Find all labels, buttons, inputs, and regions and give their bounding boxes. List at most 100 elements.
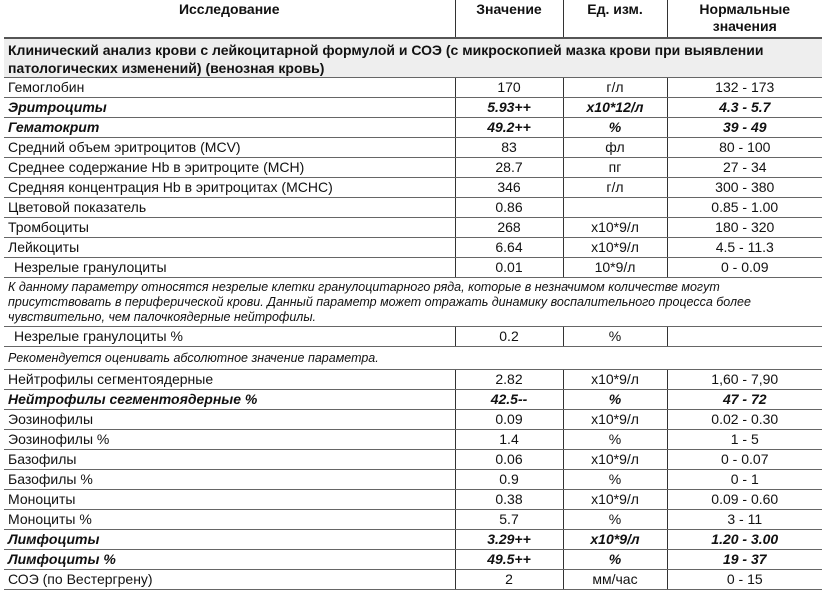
- unit: 10*9/л: [562, 257, 667, 278]
- reference-range: 0 - 0.07: [666, 449, 822, 470]
- test-name: Базофилы %: [4, 469, 455, 490]
- note-row: Рекомендуется оценивать абсолютное значе…: [4, 346, 822, 370]
- table-row: Базофилы 0.06 x10*9/л 0 - 0.07: [4, 449, 822, 470]
- unit: пг: [562, 157, 667, 178]
- header-value: Значение: [454, 0, 563, 39]
- test-name: СОЭ (по Вестергрену): [4, 569, 455, 590]
- unit: x10*9/л: [562, 529, 667, 550]
- test-name: Средняя концентрация Hb в эритроцитах (M…: [4, 177, 455, 198]
- unit: г/л: [562, 77, 667, 98]
- result-value: 6.64: [454, 237, 563, 258]
- reference-range: 300 - 380: [666, 177, 822, 198]
- test-name: Гематокрит: [4, 117, 455, 138]
- reference-range: 132 - 173: [666, 77, 822, 98]
- unit: мм/час: [562, 569, 667, 590]
- result-value: 268: [454, 217, 563, 238]
- reference-range: 0 - 1: [666, 469, 822, 490]
- result-value: 5.7: [454, 509, 563, 530]
- unit: x10*9/л: [562, 369, 667, 390]
- table-row: Гемоглобин 170 г/л 132 - 173: [4, 77, 822, 98]
- unit: %: [562, 117, 667, 138]
- unit: %: [562, 389, 667, 410]
- result-value: 5.93++: [454, 97, 563, 118]
- unit: %: [562, 469, 667, 490]
- result-value: 0.06: [454, 449, 563, 470]
- table-row: Эозинофилы % 1.4% 1 - 5: [4, 429, 822, 450]
- reference-range: 0.09 - 0.60: [666, 489, 822, 510]
- reference-range: [666, 326, 822, 347]
- table-row: Моноциты % 5.7% 3 - 11: [4, 509, 822, 530]
- unit: x10*9/л: [562, 217, 667, 238]
- reference-range: 0 - 0.09: [666, 257, 822, 278]
- unit: фл: [562, 137, 667, 158]
- test-name: Нейтрофилы сегментоядерные: [4, 369, 455, 390]
- note-row: К данному параметру относятся незрелые к…: [4, 277, 822, 327]
- table-row: Моноциты 0.38 x10*9/л 0.09 - 0.60: [4, 489, 822, 510]
- result-value: 42.5--: [454, 389, 563, 410]
- lab-results-table: Исследование Значение Ед. изм. Нормальны…: [4, 0, 822, 590]
- table-row: Цветовой показатель 0.86 0.85 - 1.00: [4, 197, 822, 218]
- unit: г/л: [562, 177, 667, 198]
- unit: x10*9/л: [562, 409, 667, 430]
- test-name: Тромбоциты: [4, 217, 455, 238]
- test-name: Незрелые гранулоциты: [4, 257, 455, 278]
- test-name: Базофилы: [4, 449, 455, 470]
- reference-range: 0.85 - 1.00: [666, 197, 822, 218]
- table-row: Незрелые гранулоциты 0.01 10*9/л 0 - 0.09: [4, 257, 822, 278]
- reference-range: 4.3 - 5.7: [666, 97, 822, 118]
- result-value: 83: [454, 137, 563, 158]
- result-value: 28.7: [454, 157, 563, 178]
- test-name: Гемоглобин: [4, 77, 455, 98]
- unit: %: [562, 509, 667, 530]
- table-row: Гематокрит 49.2++% 39 - 49: [4, 117, 822, 138]
- test-name: Моноциты: [4, 489, 455, 510]
- test-name: Эозинофилы: [4, 409, 455, 430]
- reference-range: 4.5 - 11.3: [666, 237, 822, 258]
- reference-range: 0.02 - 0.30: [666, 409, 822, 430]
- table-row: Тромбоциты 268 x10*9/л 180 - 320: [4, 217, 822, 238]
- result-value: 0.9: [454, 469, 563, 490]
- table-row: Средняя концентрация Hb в эритроцитах (M…: [4, 177, 822, 198]
- reference-range: 180 - 320: [666, 217, 822, 238]
- header-unit: Ед. изм.: [562, 0, 667, 39]
- section-title: Клинический анализ крови с лейкоцитарной…: [4, 38, 822, 78]
- result-value: 49.2++: [454, 117, 563, 138]
- table-header: Исследование Значение Ед. изм. Нормальны…: [4, 0, 822, 39]
- test-name: Нейтрофилы сегментоядерные %: [4, 389, 455, 410]
- test-name: Лимфоциты %: [4, 549, 455, 570]
- unit: %: [562, 326, 667, 347]
- result-value: 49.5++: [454, 549, 563, 570]
- result-value: 0.86: [454, 197, 563, 218]
- test-name: Эритроциты: [4, 97, 455, 118]
- test-name: Незрелые гранулоциты %: [4, 326, 455, 347]
- result-value: 170: [454, 77, 563, 98]
- table-row: Нейтрофилы сегментоядерные % 42.5--% 47 - …: [4, 389, 822, 410]
- reference-range: 47 - 72: [666, 389, 822, 410]
- unit: x10*9/л: [562, 237, 667, 258]
- unit: x10*12/л: [562, 97, 667, 118]
- unit: %: [562, 549, 667, 570]
- reference-range: 3 - 11: [666, 509, 822, 530]
- test-name: Средний объем эритроцитов (MCV): [4, 137, 455, 158]
- result-value: 0.2: [454, 326, 563, 347]
- reference-range: 39 - 49: [666, 117, 822, 138]
- table-row: Лимфоциты 3.29++ x10*9/л 1.20 - 3.00: [4, 529, 822, 550]
- table-row: Эритроциты 5.93++ x10*12/л 4.3 - 5.7: [4, 97, 822, 118]
- table-row: СОЭ (по Вестергрену) 2 мм/час 0 - 15: [4, 569, 822, 590]
- test-name: Эозинофилы %: [4, 429, 455, 450]
- table-row: Базофилы % 0.9% 0 - 1: [4, 469, 822, 490]
- note-text: К данному параметру относятся незрелые к…: [4, 277, 822, 327]
- table-row: Незрелые гранулоциты % 0.2%: [4, 326, 822, 347]
- header-test: Исследование: [4, 0, 455, 39]
- result-value: 2.82: [454, 369, 563, 390]
- reference-range: 1,60 - 7,90: [666, 369, 822, 390]
- test-name: Лейкоциты: [4, 237, 455, 258]
- table-row: Нейтрофилы сегментоядерные 2.82 x10*9/л 1,6…: [4, 369, 822, 390]
- result-value: 3.29++: [454, 529, 563, 550]
- result-value: 0.01: [454, 257, 563, 278]
- test-name: Моноциты %: [4, 509, 455, 530]
- reference-range: 19 - 37: [666, 549, 822, 570]
- reference-range: 1 - 5: [666, 429, 822, 450]
- result-value: 2: [454, 569, 563, 590]
- reference-range: 27 - 34: [666, 157, 822, 178]
